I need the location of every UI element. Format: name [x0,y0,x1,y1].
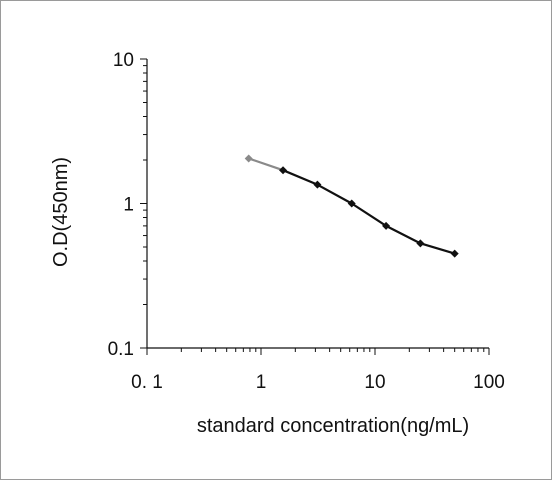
y-tick-label: 0.1 [108,339,134,360]
x-tick-label: 100 [473,372,505,393]
series-line-segment [384,224,422,245]
data-point-marker [450,249,459,258]
data-point-marker [416,239,425,248]
series-line-segment [247,157,285,172]
series-line-segment [350,202,388,227]
y-tick-label: 1 [123,195,134,216]
y-tick-label: 10 [113,50,134,71]
axes [146,59,489,349]
x-tick-label: 1 [256,372,267,393]
x-tick-label: 0. 1 [131,372,163,393]
x-tick-label: 10 [364,372,385,393]
data-series [244,154,459,258]
series-line-segment [281,169,319,186]
tick-labels: 0. 1 1 10 100 0.1 1 10 [108,50,505,393]
data-point-marker [279,166,288,175]
axis-ticks [140,58,490,355]
y-axis-title: O.D(450nm) [50,157,72,267]
series-line-segment [419,242,456,255]
data-point-marker [382,221,391,230]
data-point-marker [244,154,253,163]
series-line-segment [316,183,353,205]
data-point-marker [347,199,356,208]
data-point-marker [313,180,322,189]
x-axis-title: standard concentration(ng/mL) [197,415,469,437]
